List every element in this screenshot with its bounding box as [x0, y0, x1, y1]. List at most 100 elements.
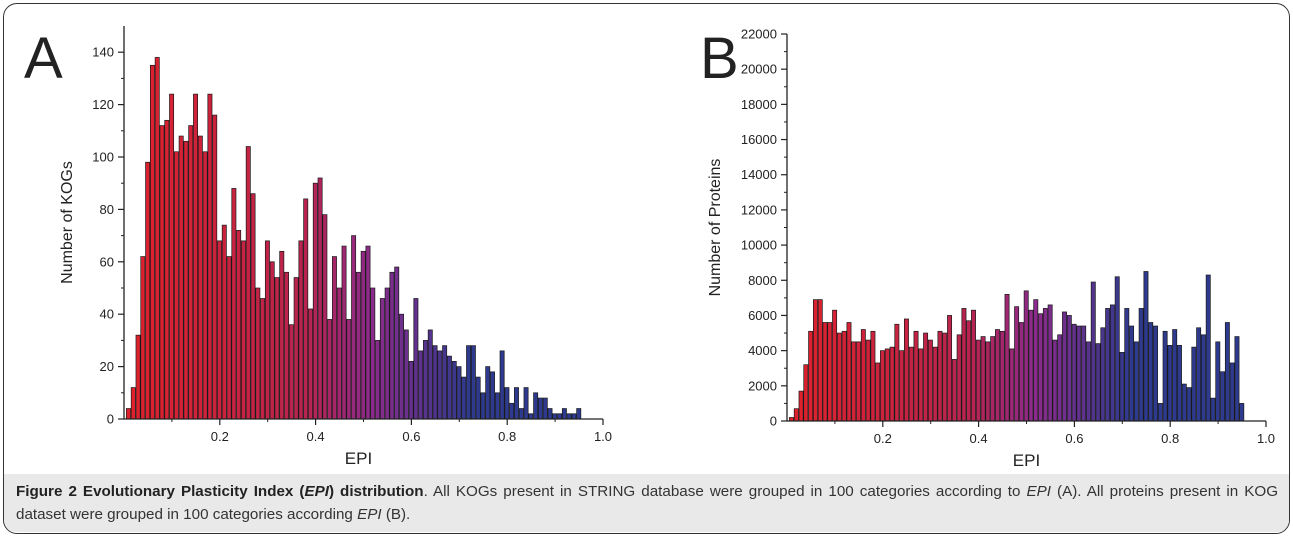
panel-b-bar [1042, 308, 1048, 422]
panel-b-bar [865, 339, 871, 422]
panel-b-bar [1105, 308, 1111, 422]
panel-b-bar [870, 330, 876, 422]
panel-b-y-axis-label: Number of Proteins [707, 159, 724, 297]
panel-b-x-tick-label: 0.2 [874, 431, 892, 446]
panel-b-bar [808, 330, 814, 422]
panel-b-bar [1028, 309, 1034, 422]
panel-b-bar [860, 329, 866, 422]
panel-b-bar [1186, 387, 1192, 422]
figure-frame [3, 3, 1290, 534]
panel-b-bar [1157, 403, 1163, 422]
panel-b-bar [942, 332, 948, 422]
panel-a-y-tick-label: 20 [100, 359, 114, 374]
panel-b-bar [1129, 325, 1135, 422]
panel-a-x-tick-label: 0.4 [307, 429, 325, 444]
panel-b-y-tick-label: 22000 [741, 27, 777, 42]
caption-band: Figure 2 Evolutionary Plasticity Index (… [4, 474, 1289, 532]
panel-b-bar [1148, 322, 1154, 422]
panel-b-bar [1066, 315, 1072, 422]
panel-b-bar [889, 346, 895, 422]
panel-b-bar [1138, 308, 1144, 422]
panel-b-bar [836, 332, 842, 422]
panel-b-bar [827, 322, 833, 422]
panel-b-bar [1018, 322, 1024, 422]
panel-a-y-tick-label: 40 [100, 307, 114, 322]
panel-b-bar [851, 341, 857, 422]
panel-a-x-tick-label: 0.8 [498, 429, 516, 444]
panel-a-y-tick-label: 140 [92, 45, 114, 60]
panel-a-y-tick-label: 80 [100, 202, 114, 217]
panel-b-bar [1033, 299, 1039, 422]
panel-a-x-axis-label: EPI [345, 449, 372, 468]
panel-b-y-tick-label: 16000 [741, 132, 777, 147]
panel-b-bar [1014, 306, 1020, 422]
panel-b-bar [995, 329, 1000, 422]
panel-b-bar [1234, 336, 1240, 422]
panel-b-bar [1081, 325, 1087, 422]
panel-b-x-tick-label: 0.8 [1161, 431, 1179, 446]
panel-b-bar [951, 359, 957, 422]
panel-b-bar [1196, 327, 1202, 422]
panel-b-bar [1167, 345, 1173, 422]
caption-text: . All KOGs present in STRING database we… [423, 483, 1027, 500]
panel-b-y-tick-label: 2000 [748, 378, 777, 393]
panel-b-y-tick-label: 6000 [748, 308, 777, 323]
panel-b-bar [1004, 294, 1010, 422]
panel-b-x-axis-label: EPI [1013, 451, 1040, 470]
panel-b-bar [899, 350, 905, 422]
panel-a-y-tick-label: 0 [107, 412, 114, 427]
panel-b-bar [1009, 348, 1015, 422]
panel-a-x-tick-label: 1.0 [594, 429, 612, 444]
panel-b-bar [1162, 330, 1168, 422]
panel-a-y-axis-label: Number of KOGs [59, 161, 76, 284]
panel-b-bar [1177, 345, 1182, 422]
panel-b-bar [1153, 325, 1158, 422]
panel-b-bar [1047, 304, 1053, 422]
panel-b-bar [1191, 346, 1197, 422]
panel-b-bar [798, 390, 804, 422]
panel-b-bar [1071, 323, 1077, 422]
panel-b-y-tick-label: 8000 [748, 273, 777, 288]
panel-b-bar [975, 339, 981, 422]
panel-b-bar [947, 315, 953, 422]
panel-b-bar [1062, 311, 1067, 422]
panel-b-bar [923, 332, 929, 422]
panel-b-bar [812, 299, 818, 422]
panel-b-bars [789, 271, 1245, 422]
panel-b-bar [1052, 339, 1058, 422]
panel-b-bar [990, 336, 996, 422]
panel-b-bar [918, 348, 924, 422]
panel-b-bar [793, 408, 799, 422]
panel-b-bar [956, 334, 962, 422]
panel-a-x-tick-label: 0.6 [402, 429, 420, 444]
panel-b-bar [1224, 322, 1230, 422]
panel-b-y-tick-label: 14000 [741, 167, 777, 182]
panel-b-bar [904, 318, 909, 422]
panel-b-bar [937, 330, 943, 422]
figure-caption: Figure 2 Evolutionary Plasticity Index (… [16, 483, 1279, 523]
panel-b-y-tick-label: 12000 [741, 202, 777, 217]
panel-a-y-tick-label: 60 [100, 254, 114, 269]
panel-b-bar [822, 322, 828, 422]
panel-b-bar [1109, 304, 1115, 422]
panel-b-bar [1200, 334, 1206, 422]
panel-b-bar [1143, 271, 1149, 422]
panel-b-bar [966, 320, 972, 422]
panel-b-chart: 0.2 0.4 0.6 0.8 1.0 0 2000 4000 6000 8000 10000 120… [700, 26, 1275, 470]
panel-b-bar [1133, 341, 1139, 422]
panel-b-bar [971, 309, 976, 422]
panel-b-bar [1057, 334, 1063, 422]
panel-b-y-tick-label: 0 [770, 414, 777, 429]
panel-a-y-tick-label: 120 [92, 97, 114, 112]
panel-b-bar [875, 362, 881, 422]
panel-b-bar [1124, 308, 1130, 422]
panel-b-bar [1076, 325, 1082, 422]
panel-b-bar [1095, 343, 1101, 422]
panel-b-bar [1205, 274, 1211, 422]
panel-b-bar [1172, 329, 1178, 422]
panel-b-bar [1114, 276, 1120, 422]
panel-b-bar [961, 308, 967, 422]
panel-b-y-tick-label: 18000 [741, 97, 777, 112]
panel-b-panel-letter: B [700, 26, 739, 91]
panel-b-bar [908, 346, 914, 422]
